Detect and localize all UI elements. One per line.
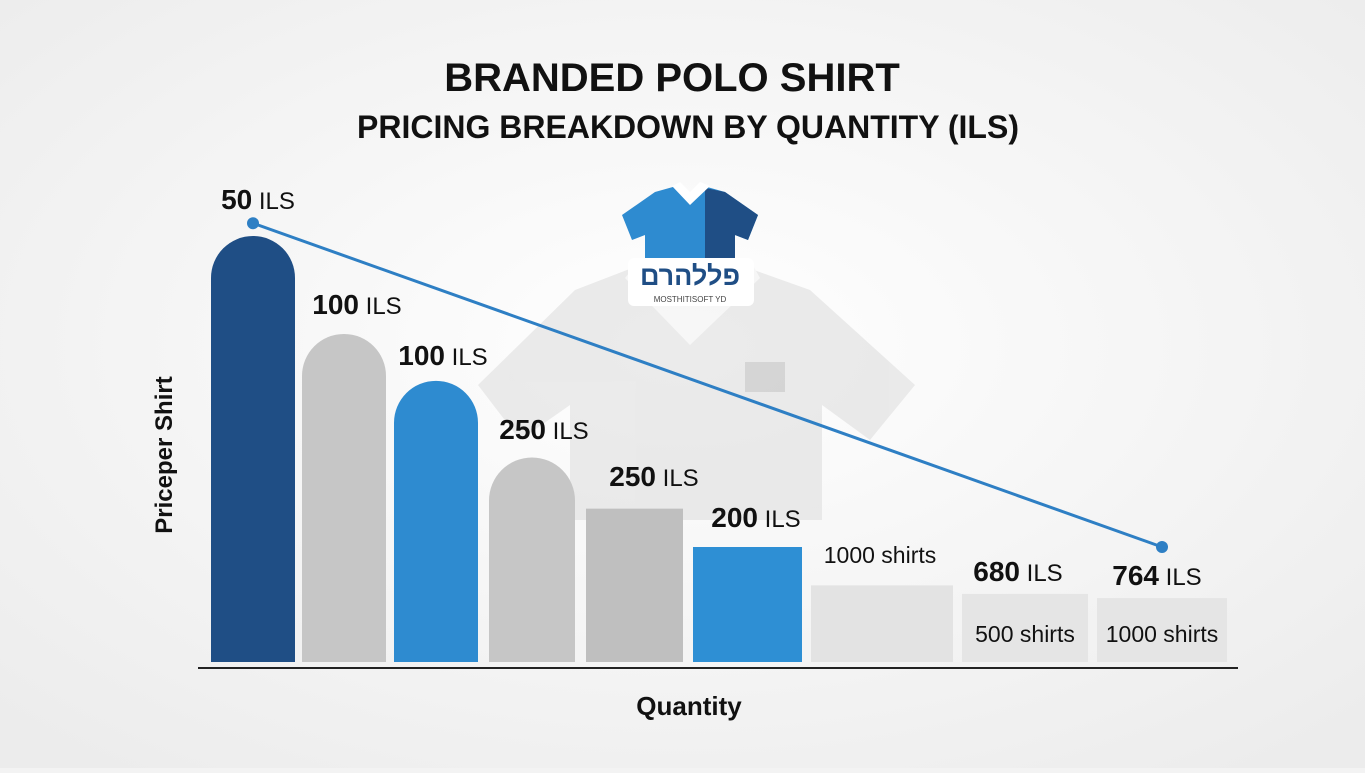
bar <box>394 380 478 662</box>
bar <box>962 593 1088 662</box>
value-label: 250 ILS <box>499 414 588 445</box>
bar <box>693 546 802 662</box>
trend-point <box>247 217 259 230</box>
bar <box>1097 598 1227 662</box>
bar <box>489 457 575 662</box>
value-label: 100 ILS <box>398 340 487 371</box>
value-label: 1000 shirts <box>824 542 937 568</box>
value-label: 680 ILS <box>973 556 1062 587</box>
logo-shirt <box>622 182 758 306</box>
chart-title: BRANDED POLO SHIRT <box>444 56 900 100</box>
value-label: 200 ILS <box>711 502 800 533</box>
value-label: 764 ILS <box>1112 560 1201 591</box>
trend-line <box>252 221 1163 549</box>
value-label: 250 ILS <box>609 461 698 492</box>
inner-label: 500 shirts <box>975 621 1075 647</box>
value-label: 100 ILS <box>312 289 401 320</box>
chart-subtitle: PRICING BREAKDOWN BY QUANTITY (ILS) <box>357 109 1019 145</box>
bar <box>302 333 386 662</box>
x-axis-label: Quantity <box>636 691 742 721</box>
bar <box>586 508 683 662</box>
bar <box>211 236 295 662</box>
bar <box>811 585 953 662</box>
value-label: 50 ILS <box>221 184 295 215</box>
y-axis-label: Priceper Shirt <box>151 376 178 533</box>
trend-point <box>1156 540 1168 553</box>
logo-text: פללהרם <box>640 261 740 291</box>
inner-label: 1000 shirts <box>1106 621 1219 647</box>
logo-subtext: MOSTHITISOFT YD <box>654 295 727 304</box>
